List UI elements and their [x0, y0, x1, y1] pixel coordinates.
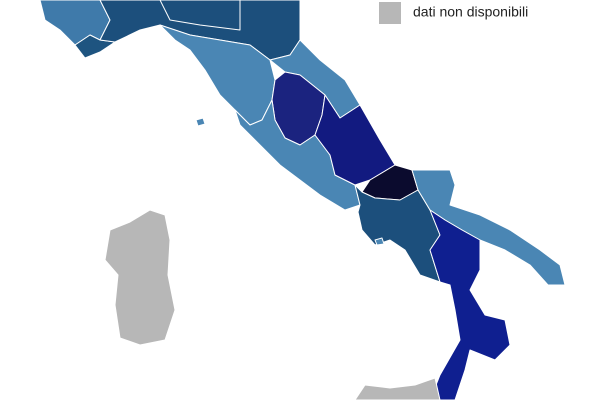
regions	[39, 0, 566, 400]
legend-label: dati non disponibili	[413, 4, 528, 20]
legend: dati non disponibili	[379, 2, 528, 24]
legend-swatch	[379, 2, 401, 24]
region	[354, 377, 441, 400]
region	[374, 237, 385, 246]
region	[104, 209, 176, 346]
region	[429, 209, 511, 400]
region	[159, 0, 241, 31]
region	[39, 0, 111, 46]
region	[195, 117, 206, 127]
